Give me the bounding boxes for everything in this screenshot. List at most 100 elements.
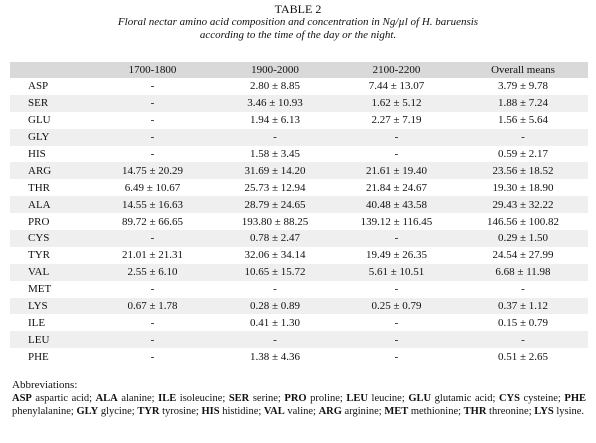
abbreviation-meaning: tyrosine; — [162, 406, 199, 417]
table-cell: 14.55 ± 16.63 — [90, 196, 215, 214]
table-cell: 6.49 ± 10.67 — [124, 181, 181, 194]
abbreviation-meaning: glutamic acid; — [434, 393, 496, 404]
abbreviation-entry: VAL valine; — [264, 406, 316, 417]
abbreviation-meaning: serine; — [252, 393, 281, 404]
table-cell: - — [150, 283, 155, 296]
table-cell: 193.80 ± 88.25 — [241, 215, 309, 228]
table-cell: 0.67 ± 1.78 — [90, 297, 215, 315]
abbreviation-meaning: aspartic acid; — [35, 393, 93, 404]
abbreviation-entry: PRO proline; — [284, 393, 342, 404]
table-cell: - — [150, 148, 155, 160]
abbreviation-entry: CYS cysteine; — [499, 393, 561, 404]
table-cell: 21.01 ± 21.31 — [121, 249, 184, 262]
abbreviation-entry: TYR tyrosine; — [137, 406, 199, 417]
table-cell: 1.56 ± 5.64 — [497, 114, 549, 127]
table-row: ILE - 0.41 ± 1.30 - 0.15 ± 0.79 — [10, 314, 588, 331]
table-cell: 3.46 ± 10.93 — [215, 94, 335, 112]
table-title: TABLE 2 — [274, 2, 322, 16]
abbreviation-code: MET — [384, 406, 409, 417]
column-header: Overall means — [491, 64, 555, 76]
amino-acid-table: 1700-1800 1900-2000 2100-2200 Overall me… — [10, 62, 588, 365]
row-label: ALA — [10, 196, 90, 214]
table-row: ARG 14.75 ± 20.29 31.69 ± 14.20 21.61 ± 19.… — [10, 162, 588, 180]
table-row: MET - - - - — [10, 281, 588, 298]
table-cell: - — [150, 350, 155, 363]
column-header — [10, 62, 90, 78]
row-label: ARG — [10, 162, 90, 180]
table-cell: 19.30 ± 18.90 — [492, 181, 554, 194]
abbreviation-code: LEU — [346, 393, 368, 404]
abbreviation-entry: PHE phenylalanine; — [12, 393, 586, 417]
table-cell: 146.56 ± 100.82 — [486, 215, 560, 228]
table-cell: - — [215, 128, 335, 146]
table-cell: 2.55 ± 6.10 — [90, 263, 215, 281]
table-cell: 21.84 ± 24.67 — [365, 181, 428, 194]
table-cell: 0.41 ± 1.30 — [249, 316, 301, 329]
row-label: CYS — [10, 230, 90, 247]
abbreviation-code: ALA — [95, 393, 118, 404]
table-cell: 14.75 ± 20.29 — [90, 162, 215, 180]
table-cell: 40.48 ± 43.58 — [335, 196, 458, 214]
row-label: TYR — [28, 249, 50, 262]
row-label: MET — [28, 283, 52, 296]
abbreviation-meaning: proline; — [310, 393, 343, 404]
abbreviation-code: PHE — [564, 393, 586, 404]
row-label: LYS — [10, 297, 90, 315]
abbreviation-meaning: histidine; — [222, 406, 262, 417]
table-cell: - — [273, 283, 277, 296]
table-cell: 7.44 ± 13.07 — [368, 80, 425, 93]
abbreviation-meaning: valine; — [287, 406, 316, 417]
table-cell: 139.12 ± 116.45 — [360, 215, 433, 228]
row-label: PHE — [28, 350, 49, 363]
table-header-row: 1700-1800 1900-2000 2100-2200 Overall me… — [10, 62, 588, 78]
row-label: THR — [28, 181, 50, 194]
table-row: HIS - 1.58 ± 3.45 - 0.59 ± 2.17 — [10, 146, 588, 163]
table-cell: 0.37 ± 1.12 — [458, 297, 588, 315]
row-label: GLY — [10, 128, 90, 146]
abbreviation-entry: ALA alanine; — [96, 393, 155, 404]
table-cell: 1.94 ± 6.13 — [249, 114, 301, 127]
table-cell: 89.72 ± 66.65 — [121, 215, 184, 228]
table-row: PRO 89.72 ± 66.65 193.80 ± 88.25 139.12 ± 1… — [10, 213, 588, 230]
table-cell: - — [150, 114, 155, 127]
table-cell: 0.78 ± 2.47 — [215, 230, 335, 247]
table-cell: - — [521, 283, 525, 296]
abbreviation-entry: ARG arginine; — [319, 406, 382, 417]
abbreviation-meaning: phenylalanine; — [12, 406, 74, 417]
abbreviation-meaning: lysine. — [556, 406, 585, 417]
table-row: TYR 21.01 ± 21.31 32.06 ± 34.14 19.49 ± 26.… — [10, 247, 588, 264]
table-cell: - — [90, 230, 215, 247]
abbreviation-code: ASP — [12, 393, 32, 404]
caption-line-2: according to the time of the day or the … — [199, 29, 397, 41]
table-cell: 0.59 ± 2.17 — [497, 148, 549, 160]
table-cell: - — [394, 283, 399, 296]
abbreviation-code: THR — [463, 406, 487, 417]
table-cell: - — [394, 316, 399, 329]
abbreviation-entry: MET methionine; — [384, 406, 461, 417]
row-label: PRO — [28, 215, 50, 228]
table-cell: - — [150, 80, 155, 93]
abbreviation-entry: LYS lysine. — [534, 406, 584, 417]
table-cell: - — [90, 94, 215, 112]
table-cell: 0.15 ± 0.79 — [497, 316, 549, 329]
row-label: VAL — [10, 263, 90, 281]
table-cell: 1.58 ± 3.45 — [249, 148, 301, 160]
table-row: GLU - 1.94 ± 6.13 2.27 ± 7.19 1.56 ± 5.64 — [10, 112, 588, 129]
abbreviation-code: HIS — [201, 406, 220, 417]
table-row: VAL 2.55 ± 6.10 10.65 ± 15.72 5.61 ± 10.51 6… — [10, 263, 588, 281]
table-cell: - — [394, 148, 399, 160]
table-row: ASP - 2.80 ± 8.85 7.44 ± 13.07 3.79 ± 9.78 — [10, 78, 588, 95]
table-cell: 2.27 ± 7.19 — [371, 114, 422, 127]
abbreviation-code: GLU — [408, 393, 432, 404]
abbreviation-code: VAL — [263, 406, 285, 417]
table-body: ASP -2.80 ± 8.85 7.44 ± 13.07 3.79 ± 9.78 SE… — [10, 78, 588, 365]
table-cell: - — [90, 128, 215, 146]
row-label: GLU — [28, 114, 51, 127]
table-cell: 32.06 ± 34.14 — [244, 249, 306, 262]
abbreviation-entry: GLY glycine; — [76, 406, 134, 417]
abbreviation-meaning: methionine; — [410, 406, 462, 417]
table-cell: 1.38 ± 4.36 — [249, 350, 301, 363]
table-row: LEU - - - - — [10, 331, 588, 349]
abbreviation-meaning: arginine; — [344, 406, 382, 417]
